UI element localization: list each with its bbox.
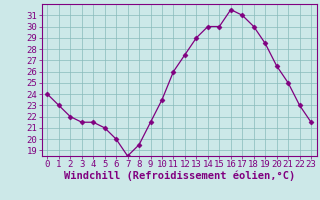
X-axis label: Windchill (Refroidissement éolien,°C): Windchill (Refroidissement éolien,°C) — [64, 171, 295, 181]
